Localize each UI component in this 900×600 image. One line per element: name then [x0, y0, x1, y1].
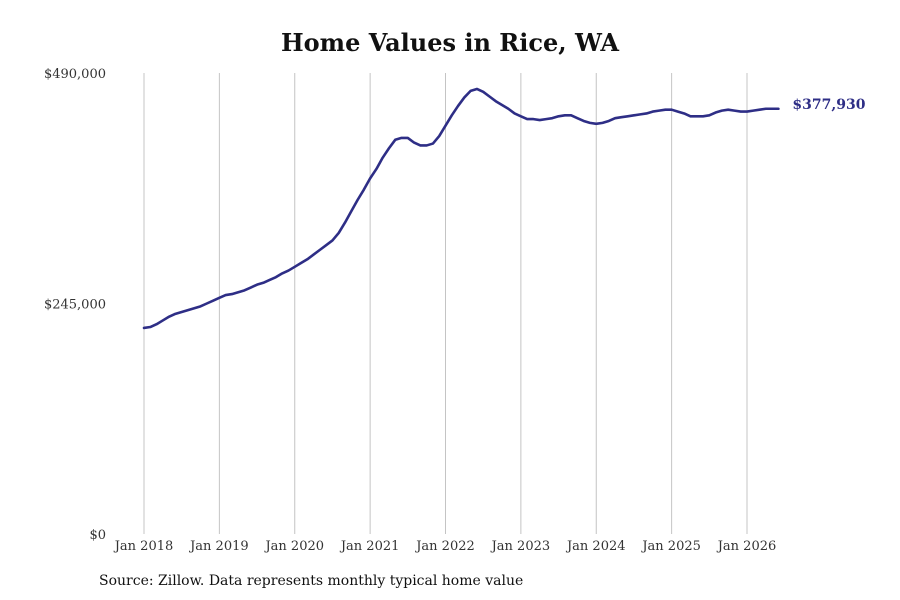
- chart-title: Home Values in Rice, WA: [281, 28, 619, 57]
- x-tick-label: Jan 2022: [414, 539, 475, 554]
- end-value-label: $377,930: [792, 97, 865, 113]
- y-axis-tick-labels: $0 $245,000 $490,000: [44, 67, 106, 543]
- y-tick-label: $490,000: [44, 67, 106, 82]
- source-note: Source: Zillow. Data represents monthly …: [99, 573, 524, 589]
- y-tick-label: $245,000: [44, 298, 106, 313]
- x-tick-label: Jan 2020: [263, 539, 324, 554]
- x-tick-label: Jan 2021: [339, 539, 400, 554]
- x-tick-label: Jan 2018: [113, 539, 174, 554]
- series-line-home-value: [142, 87, 780, 330]
- vertical-gridlines: [143, 73, 748, 534]
- x-tick-label: Jan 2019: [188, 539, 249, 554]
- y-tick-label: $0: [89, 528, 106, 543]
- x-tick-label: Jan 2023: [490, 539, 551, 554]
- x-tick-label: Jan 2025: [640, 539, 701, 554]
- x-tick-label: Jan 2024: [565, 539, 626, 554]
- x-axis-tick-labels: Jan 2018 Jan 2019 Jan 2020 Jan 2021 Jan 2022…: [113, 539, 777, 554]
- x-tick-label: Jan 2026: [716, 539, 777, 554]
